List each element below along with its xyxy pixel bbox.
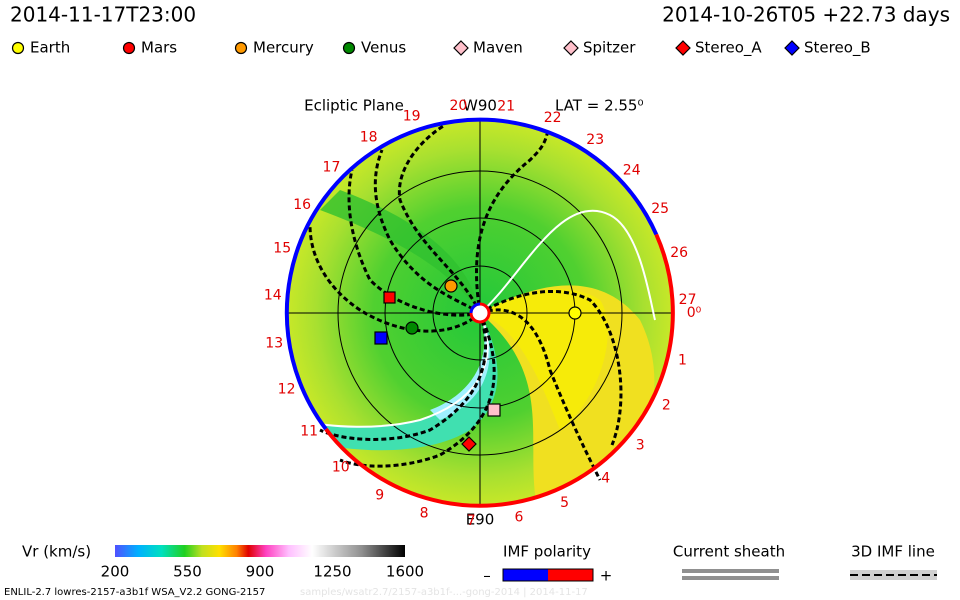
stereo-b-marker [374,331,388,345]
colorbar-tick-label: 550 [173,563,202,581]
sheath-line [682,576,779,580]
legend-label: Mars [141,39,177,57]
spitzer-marker [487,403,501,417]
footer-left: ENLIL-2.7 lowres-2157-a3b1f WSA_V2.2 GON… [4,587,265,598]
legend-label: Mercury [253,39,314,57]
time-right: 2014-10-26T05 +22.73 days [662,3,950,27]
legend-marker [11,41,25,55]
legend-marker [675,40,691,56]
longitude-label: 27 [679,292,697,308]
colorbar-label: Vr (km/s) [22,543,91,561]
longitude-label: 3 [636,438,645,454]
longitude-label: 6 [514,509,523,525]
imf-negative [503,569,548,581]
longitude-label: 26 [670,245,688,261]
imf-plus: + [600,567,613,585]
legend-label: Spitzer [583,39,636,57]
longitude-label: 15 [273,241,291,257]
longitude-label: 24 [623,163,641,179]
longitude-label: 9 [375,487,384,503]
imf-positive [548,569,593,581]
colorbar-ticks: 200 550 900 1250 1600 [101,563,424,581]
venus-marker [405,321,419,335]
legend: Earth Mars Mercury Venus Maven Spitzer Stereo_… [11,39,871,58]
rim-positive [324,233,675,508]
longitude-label: 7 [467,513,476,529]
longitude-label: 20 [449,98,467,114]
longitude-label: 4 [601,471,610,487]
mars-marker [383,291,396,304]
longitude-label: 2 [662,397,671,413]
legend-label: Stereo_B [804,39,871,58]
mercury-marker [444,279,458,293]
bodies [374,279,582,452]
longitude-label: 0⁰ [687,305,702,321]
longitude-label: 1 [678,353,687,369]
legend-marker [342,41,356,55]
longitude-label: 23 [586,132,604,148]
longitude-label: 8 [420,505,429,521]
legend-marker [784,40,800,56]
longitude-label: 5 [560,495,569,511]
longitude-label: 11 [300,424,318,440]
legend-marker [122,41,136,55]
sheath-label: Current sheath [673,543,785,561]
stereo-a-marker [461,436,477,452]
legend-label: Earth [30,39,70,57]
imf-title: IMF polarity [503,543,591,561]
time-left: 2014-11-17T23:00 [10,3,196,27]
longitude-label: 17 [323,159,341,175]
footer-right: samples/wsatr2.7/2157-a3b1f-...-gong-201… [300,587,588,598]
colorbar-tick-label: 200 [101,563,130,581]
legend-label: Venus [361,39,406,57]
earth-marker [568,306,582,320]
longitude-label: 14 [264,288,282,304]
e90-label: E90 [466,511,495,529]
legend-label: Maven [473,39,523,57]
legend-marker [453,40,469,56]
longitude-label: 19 [403,109,421,125]
sun-polarity [469,302,481,314]
imf-lines [299,123,656,481]
longitude-label: 22 [544,110,562,126]
legend-marker [234,41,248,55]
longitude-label: 12 [278,382,296,398]
longitude-label: 21 [497,99,515,115]
colorbar-tick-label: 1600 [386,563,424,581]
longitude-label: 16 [293,197,311,213]
imf-frame [502,568,594,582]
lat-label: LAT = 2.55⁰ [555,97,643,115]
sheath-line [682,569,779,573]
imf-minus: – [483,567,491,585]
longitude-label: 25 [651,201,669,217]
longitude-label: 13 [265,335,283,351]
longitude-label: 18 [360,129,378,145]
imf-line-label: 3D IMF line [851,543,935,561]
legend-label: Stereo_A [695,39,762,58]
colorbar-tick-label: 900 [246,563,275,581]
colorbar-tick-label: 1250 [313,563,351,581]
rim-negative [284,117,659,431]
plot-title: Ecliptic Plane [304,97,404,115]
longitude-label: 10 [332,460,350,476]
colorbar [115,545,405,557]
legend-marker [563,40,579,56]
w90-label: W90 [463,97,497,115]
